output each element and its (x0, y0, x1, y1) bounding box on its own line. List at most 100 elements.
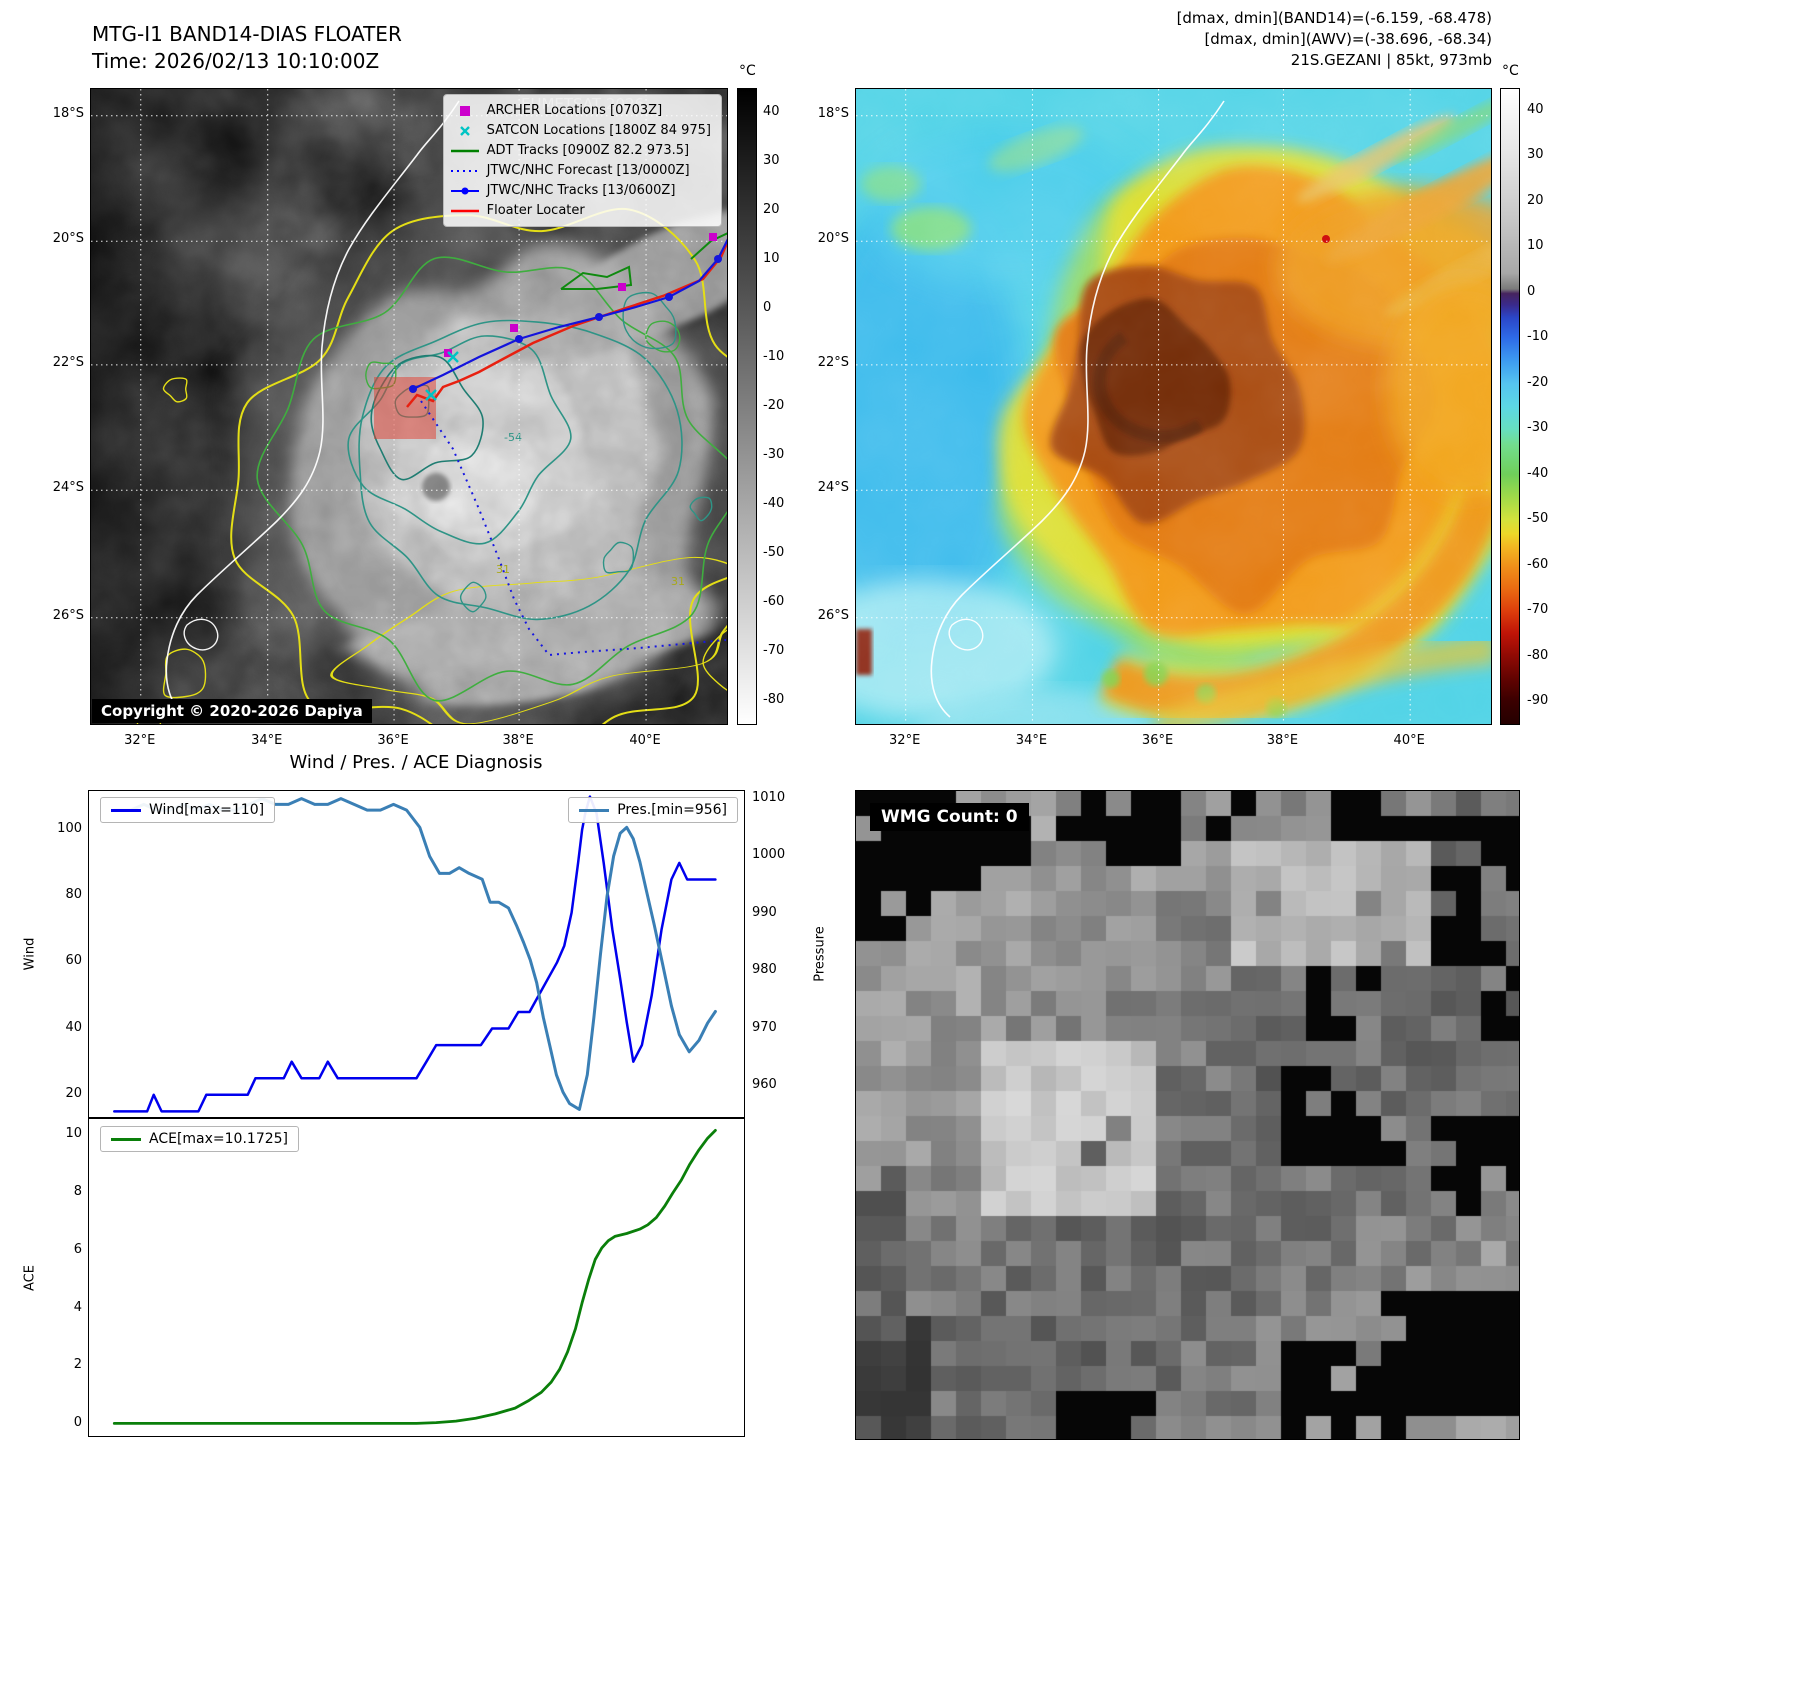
ace-tick: 0 (73, 1415, 82, 1430)
awv-colorbar-tick: 30 (1527, 147, 1544, 163)
band14-colorbar-tick: 0 (763, 299, 772, 315)
band14-colorbar-tick: -10 (763, 348, 785, 364)
band14-colorbar-tick: -80 (763, 691, 785, 707)
legend-item: ADT Tracks [0900Z 82.2 973.5] (449, 141, 711, 160)
svg-text:31: 31 (496, 563, 510, 576)
wind-tick: 20 (65, 1085, 82, 1101)
awv-map (855, 88, 1492, 725)
wind-legend: Wind[max=110] (100, 797, 276, 823)
wind-tick: 40 (65, 1019, 82, 1035)
band14-lat-tick: 20°S (52, 231, 84, 247)
awv-lat-tick: 20°S (817, 231, 849, 247)
awv-colorbar-unit: °C (1502, 63, 1519, 79)
legend-marker-icon (459, 105, 470, 116)
band14-colorbar-tick: -70 (763, 642, 785, 658)
awv-colorbar-tick: -40 (1527, 465, 1549, 481)
band14-colorbar-unit: °C (739, 63, 756, 79)
wmg-panel: WMG Count: 0 (855, 790, 1520, 1440)
pressure-axis-label: Pressure (812, 926, 828, 982)
ace-axis-label: ACE (22, 1264, 38, 1291)
legend-marker-icon (450, 149, 479, 152)
band14-time: Time: 2026/02/13 10:10:00Z (92, 49, 380, 73)
legend-item: Floater Locater (449, 201, 711, 220)
legend-label: JTWC/NHC Forecast [13/0000Z] (486, 163, 690, 178)
band14-lon-tick: 34°E (251, 733, 283, 748)
pressure-legend-label: Pres.[min=956] (617, 802, 727, 818)
ace-chart (88, 1118, 745, 1437)
pressure-tick: 1000 (752, 847, 786, 863)
awv-colorbar-tick: 20 (1527, 192, 1544, 208)
legend-item: JTWC/NHC Tracks [13/0600Z] (449, 181, 711, 200)
awv-colorbar-tick: -20 (1527, 374, 1549, 390)
band14-colorbar-tick: -60 (763, 593, 785, 609)
band14-colorbar (737, 88, 757, 725)
band14-colorbar-tick: -30 (763, 446, 785, 462)
awv-colorbar-tick: 10 (1527, 238, 1544, 254)
awv-lat-tick: 26°S (817, 607, 849, 623)
awv-lon-tick: 34°E (1015, 733, 1048, 748)
band14-lat-tick: 24°S (52, 480, 84, 496)
band14-colorbar-tick: 30 (763, 152, 780, 168)
header-storm-id: 21S.GEZANI | 85kt, 973mb (1290, 51, 1492, 69)
legend-label: JTWC/NHC Tracks [13/0600Z] (486, 183, 676, 198)
awv-colorbar-tick: -90 (1527, 693, 1549, 709)
legend-label: Floater Locater (486, 203, 585, 218)
awv-lat-tick: 18°S (817, 105, 849, 121)
band14-colorbar-tick: -50 (763, 544, 785, 560)
legend-item: JTWC/NHC Forecast [13/0000Z] (449, 161, 711, 180)
pressure-tick: 990 (752, 904, 777, 920)
legend-marker-icon (459, 125, 470, 136)
pressure-tick: 960 (752, 1077, 777, 1093)
copyright-badge: Copyright © 2020-2026 Dapiya (92, 699, 372, 723)
legend-label: SATCON Locations [1800Z 84 975] (486, 123, 711, 138)
awv-colorbar-tick: -70 (1527, 602, 1549, 618)
wind-axis-label: Wind (22, 937, 38, 971)
awv-colorbar (1500, 88, 1520, 725)
wmg-image (856, 791, 1519, 1439)
band14-colorbar-tick: 40 (763, 103, 780, 119)
band14-colorbar-tick: -20 (763, 397, 785, 413)
legend-label: ARCHER Locations [0703Z] (486, 103, 663, 118)
legend-label: ADT Tracks [0900Z 82.2 973.5] (486, 143, 690, 158)
legend-marker-icon (450, 169, 479, 172)
header-dmax-awv: [dmax, dmin](AWV)=(-38.696, -68.34) (1204, 30, 1492, 48)
awv-colorbar-tick: -60 (1527, 556, 1549, 572)
awv-lon-tick: 36°E (1141, 733, 1174, 748)
band14-lat-tick: 26°S (52, 607, 84, 623)
band14-lon-tick: 36°E (377, 733, 409, 748)
map-legend: ARCHER Locations [0703Z] SATCON Locations… (442, 94, 722, 227)
ace-tick: 2 (73, 1357, 82, 1373)
awv-colorbar-tick: -10 (1527, 329, 1549, 345)
band14-colorbar-tick: 10 (763, 250, 780, 266)
header-dmax-band14: [dmax, dmin](BAND14)=(-6.159, -68.478) (1176, 9, 1492, 27)
awv-satellite-image (856, 89, 1491, 724)
awv-lat-tick: 22°S (817, 354, 849, 370)
diagnosis-title: Wind / Pres. / ACE Diagnosis (289, 752, 543, 773)
pressure-tick: 980 (752, 962, 777, 978)
awv-header: [dmax, dmin](BAND14)=(-6.159, -68.478) [… (900, 8, 1492, 71)
svg-text:31: 31 (671, 575, 685, 588)
legend-item: ARCHER Locations [0703Z] (449, 101, 711, 120)
legend-marker-icon (450, 209, 479, 212)
wind-tick: 100 (57, 820, 82, 836)
awv-colorbar-tick: -80 (1527, 647, 1549, 663)
band14-lon-tick: 38°E (502, 733, 534, 748)
awv-lat-tick: 24°S (817, 480, 849, 496)
wind-tick: 60 (65, 953, 82, 969)
wind-line-swatch (111, 808, 141, 812)
pressure-legend: Pres.[min=956] (568, 797, 738, 823)
legend-item: SATCON Locations [1800Z 84 975] (449, 121, 711, 140)
band14-colorbar-tick: -40 (763, 495, 785, 511)
wmg-count-badge: WMG Count: 0 (870, 803, 1029, 831)
band14-lon-tick: 32°E (124, 733, 156, 748)
pressure-tick: 1010 (752, 789, 786, 805)
band14-title: MTG-I1 BAND14-DIAS FLOATER (92, 22, 402, 46)
band14-lon-tick: 40°E (629, 733, 661, 748)
pressure-tick: 970 (752, 1019, 777, 1035)
awv-colorbar-tick: 40 (1527, 101, 1544, 117)
ace-tick: 4 (73, 1299, 82, 1315)
awv-colorbar-tick: 0 (1527, 283, 1536, 299)
ace-legend: ACE[max=10.1725] (100, 1126, 300, 1152)
